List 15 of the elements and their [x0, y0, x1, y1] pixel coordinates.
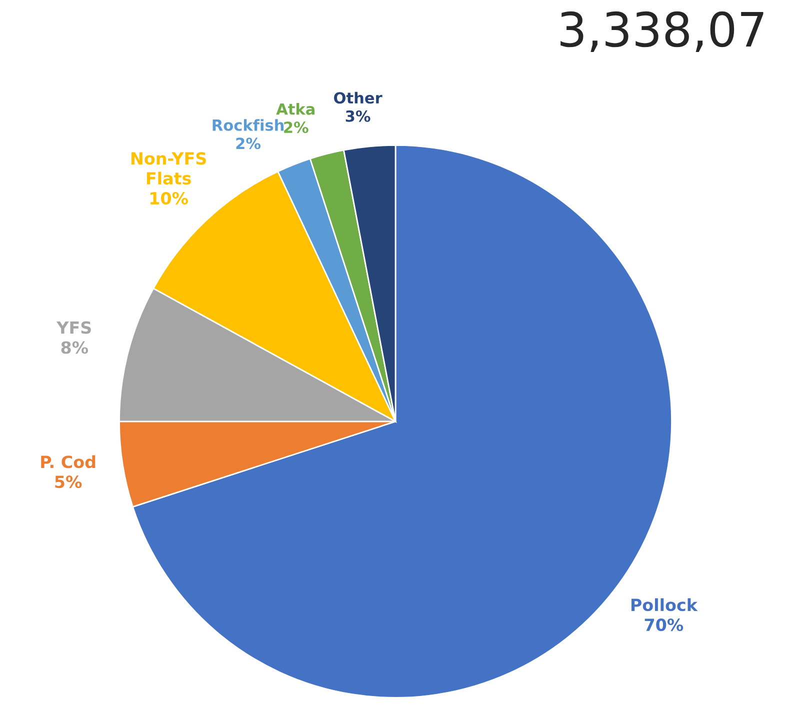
slice-label: Pollock — [631, 598, 698, 612]
slice-label: Other — [334, 92, 382, 104]
chart-title: 3,338,07 — [560, 11, 764, 52]
slice-label: Non-YFS Flats — [132, 152, 206, 185]
slice-label: YFS — [56, 321, 91, 334]
slice-label: P. Cod — [41, 455, 96, 468]
data-label: 10% — [150, 192, 188, 205]
data-label: 5% — [55, 476, 82, 488]
data-label: 2% — [236, 138, 261, 150]
data-label: 3% — [346, 110, 370, 122]
data-label: 2% — [284, 122, 308, 134]
slice-label: Atka — [276, 103, 314, 115]
data-label: 70% — [644, 618, 684, 632]
slice-label: Rockfish — [212, 119, 284, 131]
data-label: 8% — [61, 341, 88, 354]
